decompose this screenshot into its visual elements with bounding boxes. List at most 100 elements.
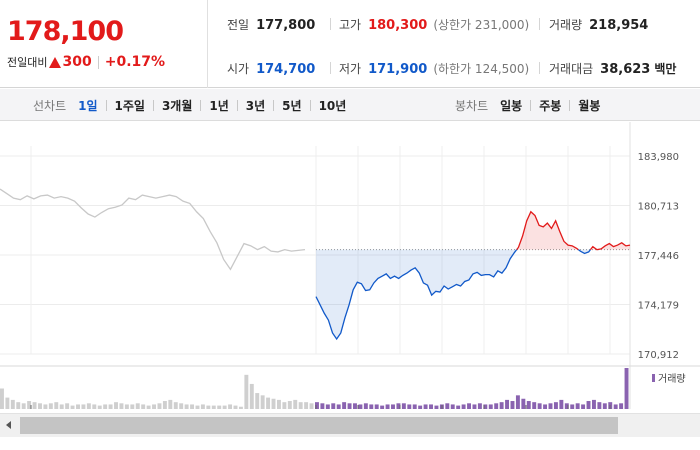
stat-volume: 거래량 218,954	[549, 16, 648, 33]
volume-bar	[396, 403, 401, 409]
divider	[539, 62, 540, 74]
volume-bar	[168, 399, 173, 409]
volume-bar	[260, 395, 265, 409]
volume-bar	[477, 403, 482, 409]
stat-label: 전일	[227, 18, 250, 32]
scroll-thumb[interactable]	[20, 417, 618, 434]
volume-bar	[581, 404, 586, 409]
volume-bar	[461, 404, 466, 409]
volume-bar	[532, 402, 537, 409]
stat-label: 거래량	[549, 18, 583, 32]
volume-bar	[353, 403, 357, 409]
volume-bar	[173, 402, 178, 409]
volume-bar	[450, 404, 455, 409]
period-1w[interactable]: 1주일	[114, 98, 145, 113]
volume-bar	[103, 404, 108, 409]
period-3m[interactable]: 3개월	[161, 98, 193, 113]
stat-prev-close: 전일 177,800	[227, 16, 315, 33]
volume-bar	[157, 403, 162, 409]
volume-bar	[423, 404, 428, 409]
volume-bar	[619, 403, 624, 409]
volume-bar	[385, 404, 390, 409]
stat-label: 시가	[227, 62, 250, 76]
stat-value: 180,300	[368, 18, 428, 33]
volume-bar	[271, 398, 276, 409]
candle-daily[interactable]: 일봉	[500, 98, 523, 113]
volume-bar	[119, 403, 124, 409]
upper-limit: (상한가 231,000)	[433, 18, 530, 32]
chart-scrollbar[interactable]	[0, 413, 700, 437]
chart-canvas: 183,980 180,713 177,446 174,179 170,912 거래량	[0, 122, 700, 409]
volume-bar	[412, 404, 417, 409]
change-value: 300	[62, 54, 92, 70]
volume-bar	[244, 374, 249, 409]
volume-bar	[43, 404, 48, 409]
line-chart-periods: 선차트 1일 1주일 3개월 1년 3년 5년 10년	[33, 89, 346, 121]
volume-bar	[315, 402, 319, 409]
volume-bar	[135, 403, 140, 409]
divider	[236, 99, 238, 111]
volume-bar	[391, 404, 395, 409]
scroll-left-icon[interactable]	[6, 421, 11, 429]
volume-bar	[5, 397, 10, 409]
chart-period-toolbar: 선차트 1일 1주일 3개월 1년 3년 5년 10년 봉차트 일봉 주봉 월봉	[0, 89, 700, 121]
line-chart-title: 선차트	[33, 98, 67, 113]
volume-bar	[336, 404, 341, 409]
stat-high: 고가 180,300 (상한가 231,000)	[339, 16, 529, 33]
series-line-down	[577, 249, 591, 255]
period-10y[interactable]: 10년	[318, 98, 347, 113]
change-row: 전일대비 300 +0.17%	[7, 54, 165, 70]
y-tick-label: 177,446	[638, 251, 679, 262]
volume-bar	[624, 368, 629, 409]
volume-bar	[32, 402, 37, 409]
volume-bar	[206, 405, 211, 409]
volume-bar	[467, 403, 471, 409]
volume-bar	[429, 404, 433, 409]
volume-bar	[217, 405, 222, 409]
volume-bar	[591, 399, 596, 409]
quote-header: 178,100 전일대비 300 +0.17% 전일 177,800 고가 18…	[0, 0, 700, 88]
volume-bar	[282, 402, 287, 409]
volume-bar	[586, 401, 591, 409]
volume-bar	[27, 401, 32, 409]
volume-bar	[86, 403, 91, 409]
candle-chart-title: 봉차트	[455, 98, 489, 113]
volume-bar	[54, 402, 59, 409]
volume-bar	[21, 403, 26, 409]
volume-bar	[499, 402, 504, 409]
volume-bar	[276, 399, 281, 409]
stat-value: 218,954	[589, 18, 649, 33]
intraday-chart[interactable]: 183,980 180,713 177,446 174,179 170,912 거래량	[0, 122, 700, 416]
volume-bar	[97, 405, 102, 409]
lower-limit: (하한가 124,500)	[433, 62, 530, 76]
candle-weekly[interactable]: 주봉	[539, 98, 562, 113]
series-line-up	[589, 242, 631, 251]
period-1d[interactable]: 1일	[78, 98, 98, 113]
stat-value: 177,800	[256, 18, 316, 33]
volume-legend-label: 거래량	[658, 373, 686, 385]
area-down	[578, 249, 591, 254]
volume-bar	[363, 403, 368, 409]
volume-bar	[146, 405, 151, 409]
candle-monthly[interactable]: 월봉	[578, 98, 601, 113]
divider	[309, 99, 311, 111]
stat-value: 171,900	[368, 62, 428, 77]
period-1y[interactable]: 1년	[209, 98, 229, 113]
volume-bar	[472, 404, 477, 409]
period-5y[interactable]: 5년	[282, 98, 302, 113]
volume-bar	[92, 404, 97, 409]
candle-chart-periods: 봉차트 일봉 주봉 월봉	[455, 89, 600, 121]
volume-bar	[510, 401, 515, 409]
volume-bar	[10, 399, 15, 409]
volume-bar	[347, 403, 352, 409]
stat-label: 고가	[339, 18, 362, 32]
period-3y[interactable]: 3년	[245, 98, 266, 113]
volume-bar	[575, 403, 580, 409]
volume-bar	[70, 405, 75, 409]
volume-bar	[543, 404, 548, 409]
volume-bar	[195, 405, 200, 409]
area-up	[590, 242, 630, 250]
volume-bar	[152, 404, 156, 409]
divider	[569, 99, 571, 111]
volume-bar	[505, 399, 510, 409]
